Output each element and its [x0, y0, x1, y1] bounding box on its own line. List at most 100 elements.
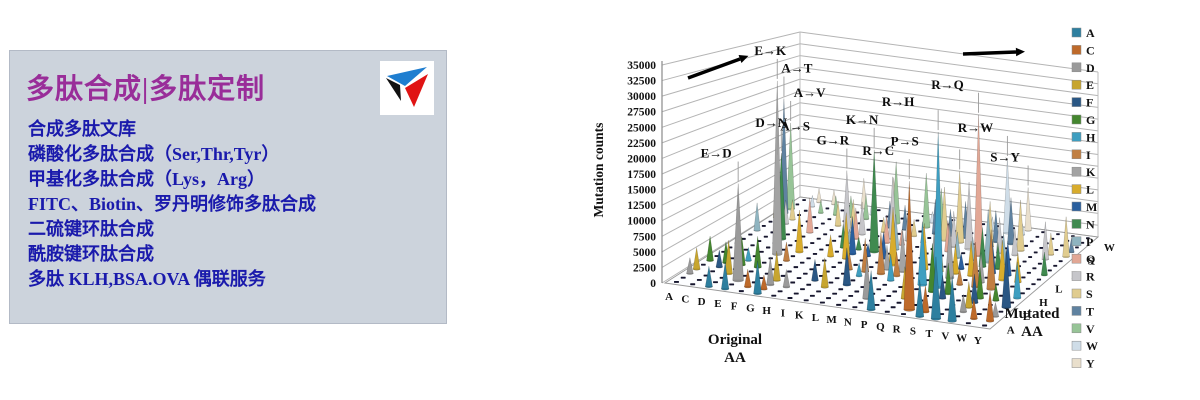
svg-text:C: C	[681, 293, 689, 305]
direction-arrows	[687, 47, 1025, 80]
svg-text:D: D	[698, 296, 706, 308]
svg-text:32500: 32500	[627, 76, 656, 88]
legend-item: R	[1071, 270, 1095, 284]
service-item: 磷酸化多肽合成（Ser,Thr,Tyr）	[28, 144, 280, 164]
cones-group	[686, 80, 1075, 323]
legend-item: D	[1071, 61, 1095, 75]
svg-text:W: W	[1086, 339, 1098, 353]
svg-text:S: S	[1088, 256, 1094, 268]
svg-text:27500: 27500	[627, 107, 656, 119]
service-item: FITC、Biotin、罗丹明修饰多肽合成	[28, 194, 317, 214]
svg-text:M: M	[1086, 200, 1097, 214]
svg-text:T: T	[1086, 304, 1094, 318]
svg-text:R→H: R→H	[882, 94, 915, 109]
svg-text:20000: 20000	[627, 153, 656, 165]
svg-text:17500: 17500	[627, 169, 656, 181]
svg-text:A: A	[665, 291, 673, 303]
legend-item: C	[1071, 43, 1095, 57]
arrow-right-icon	[962, 47, 1025, 57]
svg-text:2500: 2500	[633, 262, 656, 274]
svg-text:E: E	[714, 298, 721, 310]
svg-text:P: P	[861, 319, 868, 331]
legend-item: V	[1071, 322, 1095, 336]
svg-text:Y: Y	[974, 335, 982, 347]
svg-text:Y: Y	[1086, 357, 1095, 371]
svg-text:A: A	[1007, 325, 1015, 337]
peak-annotations: E→K A→T A→V D→N K→N G→R R→C A→S E→D R→H R→Q P→S R→W S…	[701, 43, 1029, 186]
original-aa-axis: A C D E F G H I K L M N P Q R S T V W Y Original AA	[665, 291, 982, 366]
svg-text:W: W	[956, 333, 967, 345]
legend-item: W	[1071, 339, 1098, 353]
svg-text:Original: Original	[708, 332, 762, 348]
y-axis: 0 2500 5000 7500 10000 12500 15000 17500 20000 22…	[591, 60, 656, 290]
legend-item: I	[1071, 148, 1091, 162]
svg-text:R→C: R→C	[862, 143, 894, 158]
legend-item: K	[1071, 165, 1096, 179]
logo-right-wing	[405, 74, 428, 107]
svg-text:R→Q: R→Q	[931, 77, 964, 92]
svg-text:5000: 5000	[633, 247, 656, 259]
svg-text:L: L	[1055, 283, 1062, 295]
svg-text:A→S: A→S	[780, 119, 810, 134]
svg-text:I: I	[1086, 148, 1091, 162]
svg-text:L: L	[812, 312, 819, 324]
svg-text:H: H	[762, 305, 771, 317]
svg-text:35000: 35000	[627, 60, 656, 72]
svg-text:N: N	[1086, 217, 1095, 231]
logo-top-wing	[387, 67, 427, 86]
svg-text:P→S: P→S	[891, 133, 919, 148]
legend-item: A	[1071, 26, 1095, 40]
svg-text:V: V	[941, 330, 949, 342]
svg-text:30000: 30000	[627, 91, 656, 103]
svg-text:D: D	[1086, 61, 1095, 75]
svg-text:W: W	[1104, 242, 1115, 254]
svg-text:G: G	[1086, 113, 1095, 127]
svg-text:K: K	[1086, 165, 1096, 179]
svg-text:N: N	[844, 316, 852, 328]
peptide-services-panel: 多肽合成|多肽定制 合成多肽文库 磷酸化多肽合成（Ser,Thr,Tyr） 甲基化多…	[9, 50, 447, 324]
svg-text:22500: 22500	[627, 138, 656, 150]
svg-text:I: I	[781, 307, 785, 319]
legend-item: P	[1071, 235, 1093, 249]
svg-text:10000: 10000	[627, 216, 656, 228]
legend-item: T	[1071, 304, 1094, 318]
legend-item: F	[1071, 96, 1093, 110]
mutated-aa-axis: AEHLPSWMutatedAA	[1005, 242, 1115, 340]
svg-text:25000: 25000	[627, 122, 656, 134]
svg-text:P: P	[1086, 235, 1093, 249]
svg-text:G→R: G→R	[817, 133, 850, 148]
svg-text:K→N: K→N	[846, 112, 879, 127]
svg-text:Q: Q	[876, 321, 885, 333]
svg-text:A→T: A→T	[781, 61, 812, 76]
svg-text:T: T	[925, 328, 933, 340]
svg-text:E: E	[1023, 311, 1030, 323]
svg-text:L: L	[1086, 183, 1094, 197]
svg-text:Mutation counts: Mutation counts	[591, 123, 606, 218]
svg-text:F: F	[731, 300, 738, 312]
service-item: 酰胺键环肽合成	[28, 244, 154, 264]
svg-text:E→D: E→D	[701, 146, 732, 161]
logo-left-wing	[386, 78, 401, 101]
service-item: 多肽 KLH,BSA.OVA 偶联服务	[28, 269, 266, 289]
svg-text:AA: AA	[1021, 324, 1043, 340]
legend-item: S	[1071, 287, 1093, 301]
svg-text:A: A	[1086, 26, 1095, 40]
svg-text:E→K: E→K	[754, 43, 787, 58]
svg-text:D→N: D→N	[755, 115, 787, 130]
svg-text:15000: 15000	[627, 185, 656, 197]
svg-text:S: S	[910, 326, 916, 338]
svg-text:S: S	[1086, 287, 1093, 301]
triangle-logo-icon	[380, 61, 434, 115]
svg-text:Mutated: Mutated	[1005, 306, 1061, 322]
legend-item: G	[1071, 113, 1095, 127]
svg-text:S→Y: S→Y	[990, 149, 1020, 164]
arrow-up-right-icon	[687, 55, 749, 80]
svg-text:12500: 12500	[627, 200, 656, 212]
service-item: 甲基化多肽合成（Lys，Arg）	[28, 169, 266, 189]
svg-text:7500: 7500	[633, 231, 656, 243]
svg-text:A→V: A→V	[794, 85, 826, 100]
svg-text:C: C	[1086, 43, 1095, 57]
svg-text:H: H	[1039, 297, 1048, 309]
